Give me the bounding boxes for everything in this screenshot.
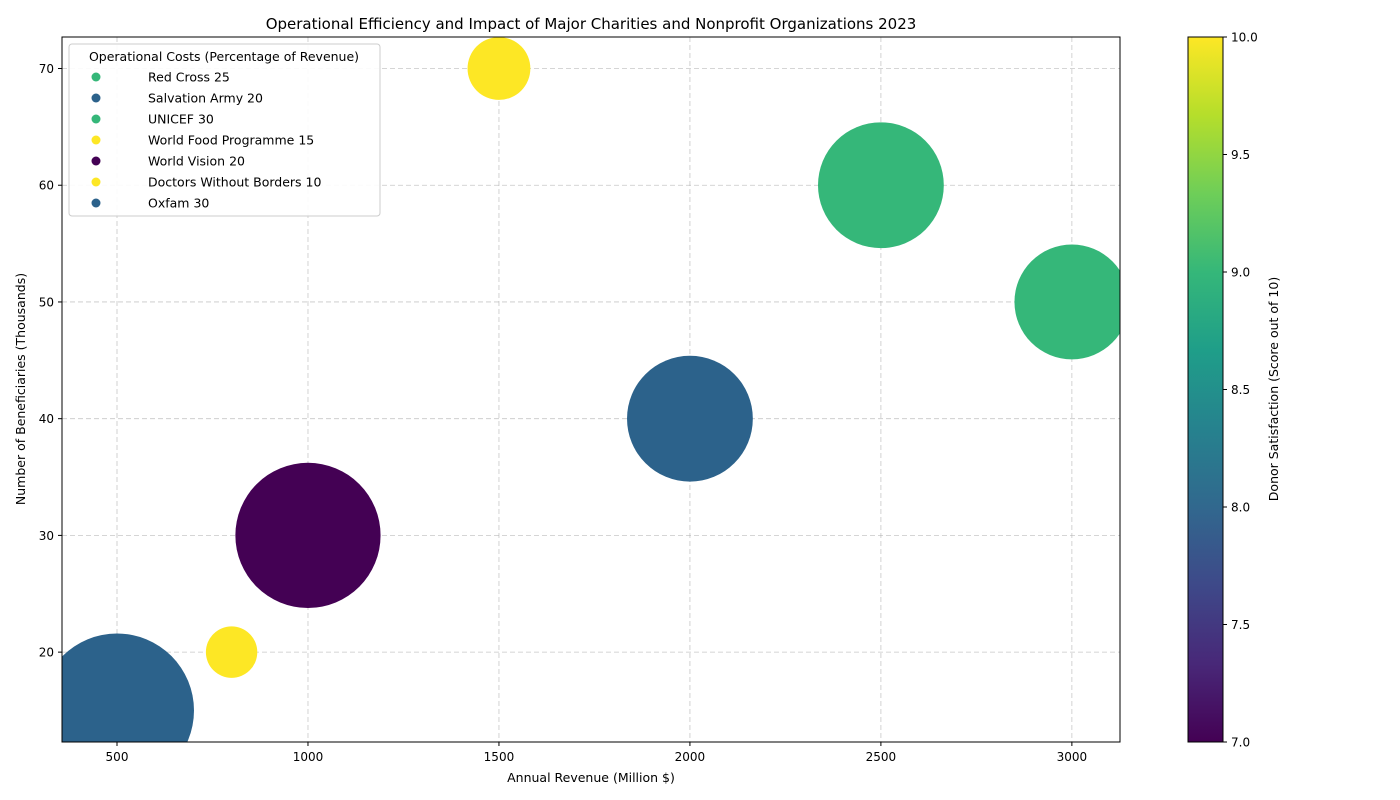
legend-entry: Salvation Army 20 <box>148 91 263 106</box>
legend-marker <box>91 198 101 208</box>
colorbar-tick-label: 7.5 <box>1231 618 1250 632</box>
plot-frame <box>61 36 1121 743</box>
bubble-red-cross-25 <box>1014 244 1120 360</box>
legend-marker <box>91 177 101 187</box>
bubble-world-food-programme-15 <box>467 37 531 100</box>
colorbar-tick-label: 10.0 <box>1231 31 1258 45</box>
legend-marker <box>91 93 101 103</box>
bubble-unicef-30 <box>817 122 944 249</box>
bubble-salvation-army-20 <box>627 355 753 482</box>
bubble-oxfam-30 <box>62 633 194 742</box>
y-axis-label: Number of Beneficiaries (Thousands) <box>13 273 28 505</box>
colorbar-label: Donor Satisfaction (Score out of 10) <box>1266 277 1281 501</box>
y-axis-ticks: 20 30 40 50 60 70 <box>39 62 62 660</box>
y-tick-label: 70 <box>39 62 54 76</box>
x-axis-label: Annual Revenue (Million $) <box>507 770 675 785</box>
legend-entry: UNICEF 30 <box>148 112 214 127</box>
x-axis-ticks: 500 1000 1500 2000 2500 3000 <box>106 742 1088 764</box>
legend-entry: Doctors Without Borders 10 <box>148 175 321 190</box>
bubble-world-vision-20 <box>235 462 381 609</box>
x-tick-label: 500 <box>106 750 129 764</box>
legend-marker <box>91 72 101 82</box>
legend-entry: Red Cross 25 <box>148 70 230 85</box>
legend-marker <box>91 135 101 145</box>
colorbar-gradient <box>1187 36 1224 743</box>
legend-entry: World Vision 20 <box>148 154 245 169</box>
colorbar-tick-label: 8.0 <box>1231 501 1250 515</box>
colorbar-tick-label: 9.0 <box>1231 266 1250 280</box>
y-tick-label: 50 <box>39 295 54 309</box>
colorbar-tick-label: 8.5 <box>1231 383 1250 397</box>
bubble-doctors-without-borders-10 <box>205 626 258 678</box>
legend: Operational Costs (Percentage of Revenue… <box>68 43 381 217</box>
y-tick-label: 40 <box>39 412 54 426</box>
x-tick-label: 2500 <box>866 750 897 764</box>
y-tick-label: 60 <box>39 179 54 193</box>
chart-title: Operational Efficiency and Impact of Maj… <box>266 15 917 33</box>
colorbar-ticks: 7.0 7.5 8.0 8.5 9.0 9.5 10.0 <box>1223 31 1258 750</box>
colorbar-tick-label: 7.0 <box>1231 736 1250 750</box>
x-tick-label: 3000 <box>1057 750 1088 764</box>
y-tick-label: 20 <box>39 646 54 660</box>
x-tick-label: 1000 <box>293 750 324 764</box>
legend-marker <box>91 114 101 124</box>
legend-entry: World Food Programme 15 <box>148 133 314 148</box>
legend-box <box>68 43 381 217</box>
legend-marker <box>91 156 101 166</box>
colorbar-tick-label: 9.5 <box>1231 148 1250 162</box>
y-tick-label: 30 <box>39 529 54 543</box>
colorbar: 7.0 7.5 8.0 8.5 9.0 9.5 10.0 Donor Satisfactio… <box>1187 31 1281 750</box>
x-tick-label: 2000 <box>675 750 706 764</box>
legend-title: Operational Costs (Percentage of Revenue… <box>89 49 359 64</box>
data-points <box>62 37 1120 742</box>
x-tick-label: 1500 <box>484 750 515 764</box>
legend-entry: Oxfam 30 <box>148 196 209 211</box>
legend-items: Red Cross 25 Salvation Army 20 UNICEF 30 Wo… <box>91 70 321 211</box>
